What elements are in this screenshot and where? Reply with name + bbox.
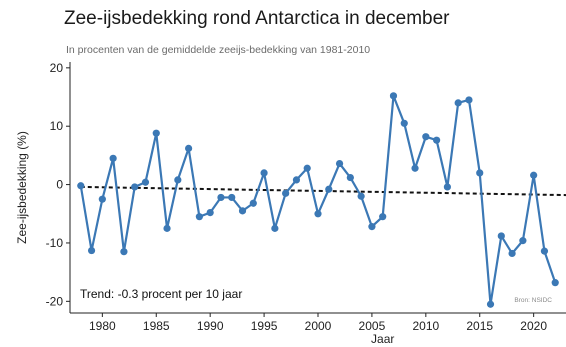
y-tick-label: 0 (56, 178, 63, 192)
data-point (346, 173, 354, 182)
data-point (551, 279, 559, 287)
y-tick-label: -10 (46, 236, 64, 250)
data-point (152, 129, 160, 137)
data-point (228, 193, 236, 202)
data-point (314, 210, 322, 218)
data-point (389, 92, 398, 100)
data-point (131, 183, 139, 191)
x-axis-title: Jaar (371, 332, 394, 346)
data-point (109, 154, 117, 162)
data-point (195, 213, 203, 221)
data-point (486, 300, 495, 308)
x-tick-label: 2020 (520, 319, 547, 333)
data-point (433, 136, 441, 144)
data-point (357, 192, 365, 200)
axis-ticks: -20 -10 0 10 20 1980 1985 1990 1995 2000 2005 2010 2… (46, 61, 548, 333)
data-point (379, 213, 387, 221)
data-point (443, 183, 451, 191)
data-point (411, 164, 419, 172)
data-point (497, 232, 505, 240)
x-tick-label: 2015 (466, 319, 493, 333)
x-tick-label: 2000 (305, 319, 332, 333)
data-point (292, 176, 301, 184)
x-tick-label: 1995 (251, 319, 278, 333)
data-point (174, 176, 182, 184)
series-line (79, 94, 557, 306)
trend-annotation: Trend: -0.3 procent per 10 jaar (80, 287, 242, 301)
data-point (185, 144, 193, 152)
data-point (206, 209, 214, 217)
source-note: Bron: NSIDC (514, 297, 552, 304)
data-point (217, 193, 225, 202)
y-tick-label: -20 (46, 294, 64, 308)
x-tick-label: 1990 (197, 319, 224, 333)
data-point (260, 169, 268, 177)
data-point (400, 119, 408, 127)
data-point (141, 178, 150, 186)
x-tick-label: 1980 (89, 319, 116, 333)
data-point (508, 249, 516, 258)
data-point (368, 223, 376, 231)
data-point (540, 247, 549, 255)
data-point (249, 199, 257, 207)
chart-subtitle: In procenten van de gemiddelde zeeijs-be… (66, 44, 371, 56)
data-point (454, 99, 462, 107)
y-axis-title: Zee-ijsbedekking (%) (15, 131, 29, 244)
data-points (77, 92, 559, 308)
data-point (476, 169, 484, 177)
data-point (422, 133, 430, 141)
data-point (163, 224, 171, 232)
data-point (271, 224, 279, 232)
data-point (87, 246, 96, 255)
x-tick-label: 2005 (359, 319, 386, 333)
data-point (238, 207, 247, 215)
data-point (335, 159, 344, 168)
data-point (120, 248, 128, 256)
data-point (282, 189, 290, 197)
data-point (465, 96, 473, 104)
data-point (325, 185, 333, 193)
y-tick-label: 20 (50, 61, 64, 75)
y-tick-label: 10 (50, 119, 64, 133)
data-point (98, 195, 106, 203)
data-point (519, 237, 527, 245)
trend-line (80, 185, 566, 197)
data-point (303, 164, 311, 172)
data-point (530, 171, 538, 179)
x-tick-label: 1985 (143, 319, 170, 333)
data-point (77, 182, 85, 190)
chart-title: Zee-ijsbedekking rond Antarctica in dece… (64, 8, 450, 29)
x-tick-label: 2010 (412, 319, 439, 333)
